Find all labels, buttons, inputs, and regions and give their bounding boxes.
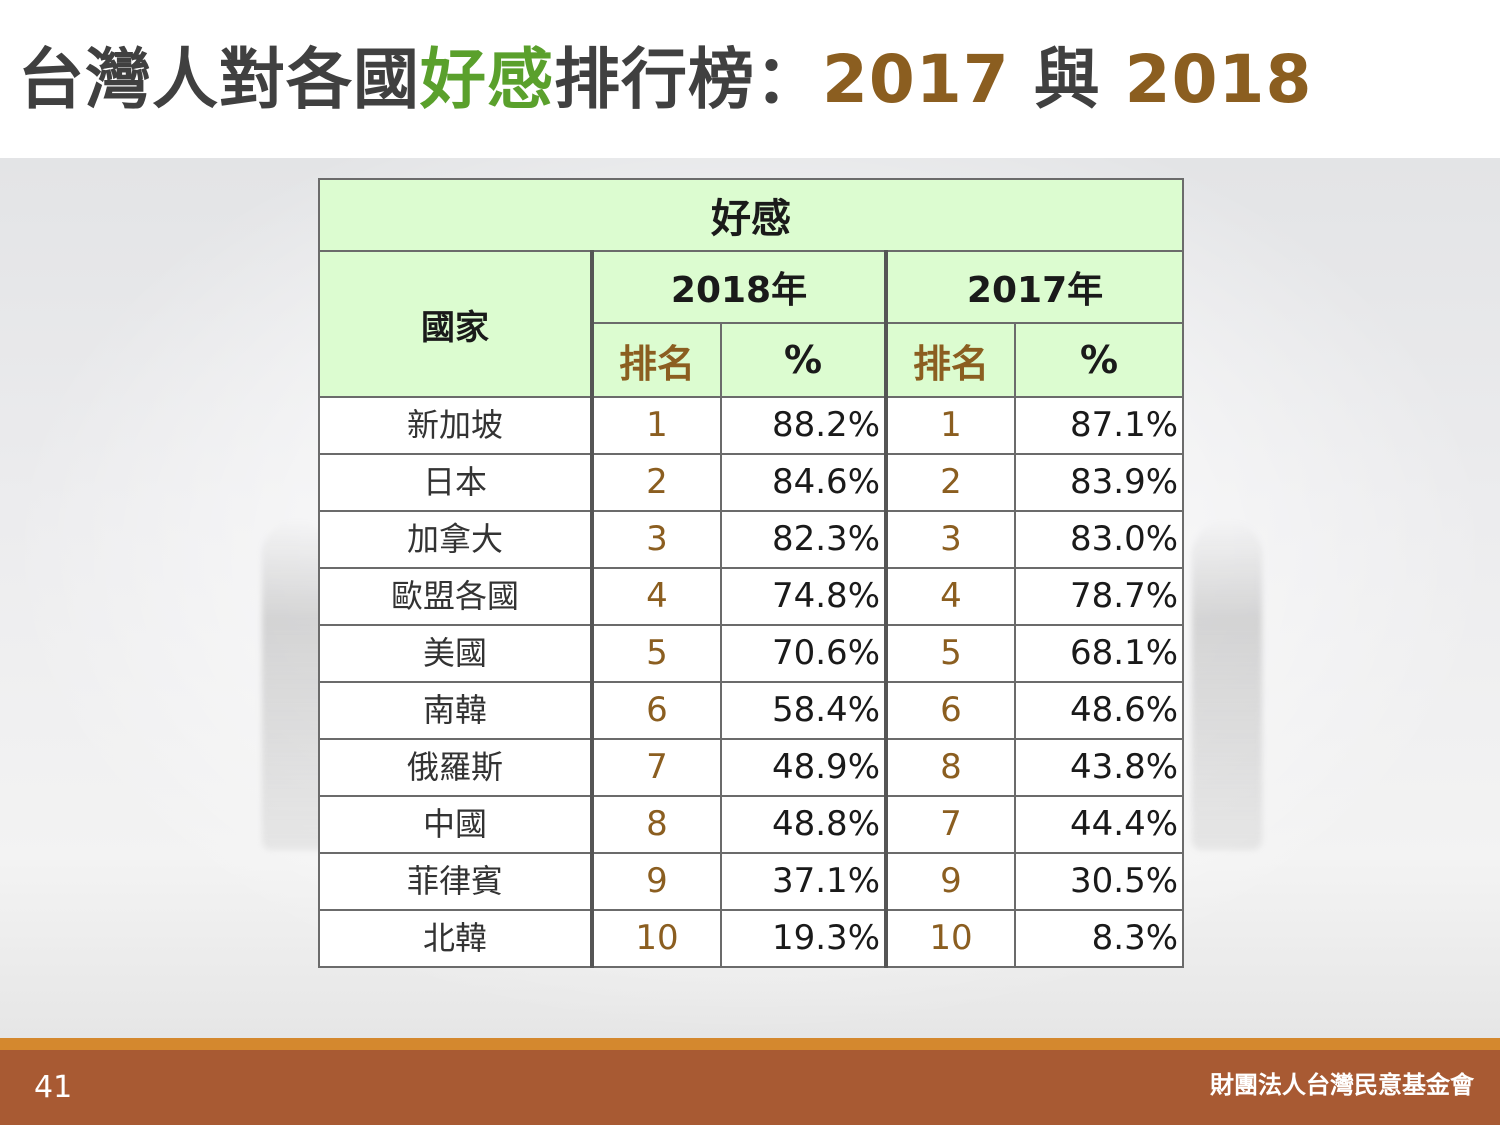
- slide-title: 台灣人對各國好感排行榜：2017 與 2018: [18, 30, 1312, 130]
- table-row: 北韓 10 19.3% 10 8.3%: [318, 909, 1185, 968]
- rank-2018-cell: 5: [590, 624, 722, 683]
- percent-2018-cell: 58.4%: [720, 681, 887, 740]
- page-number: 41: [34, 1070, 73, 1105]
- footer-bar: [0, 1050, 1500, 1125]
- table-row: 菲律賓 9 37.1% 9 30.5%: [318, 852, 1185, 911]
- percent-2018-header: %: [720, 322, 887, 398]
- percent-2017-cell: 78.7%: [1013, 567, 1185, 626]
- percent-2018-cell: 82.3%: [720, 510, 887, 569]
- country-cell: 菲律賓: [318, 852, 593, 911]
- country-cell: 北韓: [318, 909, 593, 968]
- title-year-2017: 2017: [822, 41, 1010, 118]
- favorability-ranking-table: 好感 國家 2018年 2017年 排名 % 排名 % 新加坡 1 88.2% …: [317, 178, 1185, 968]
- country-cell: 中國: [318, 795, 593, 854]
- background-figure-right: [1192, 520, 1262, 850]
- rank-2017-cell: 3: [884, 510, 1016, 569]
- year-2018-header: 2018年: [590, 250, 887, 324]
- country-cell: 美國: [318, 624, 593, 683]
- rank-2018-cell: 3: [590, 510, 722, 569]
- percent-2018-cell: 70.6%: [720, 624, 887, 683]
- year-2017-header: 2017年: [883, 250, 1185, 324]
- rank-2017-cell: 2: [884, 453, 1016, 512]
- rank-2017-cell: 1: [884, 396, 1016, 455]
- rank-2017-cell: 4: [884, 567, 1016, 626]
- table-row: 歐盟各國 4 74.8% 4 78.7%: [318, 567, 1185, 626]
- rank-2018-cell: 1: [590, 396, 722, 455]
- title-part-3: 排行榜：: [554, 41, 822, 118]
- percent-2018-cell: 19.3%: [720, 909, 887, 968]
- rank-2018-cell: 4: [590, 567, 722, 626]
- table-row: 新加坡 1 88.2% 1 87.1%: [318, 396, 1185, 455]
- rank-2017-cell: 8: [884, 738, 1016, 797]
- table-row: 俄羅斯 7 48.9% 8 43.8%: [318, 738, 1185, 797]
- rank-2017-header: 排名: [884, 322, 1016, 398]
- table-row: 中國 8 48.8% 7 44.4%: [318, 795, 1185, 854]
- country-cell: 歐盟各國: [318, 567, 593, 626]
- country-cell: 南韓: [318, 681, 593, 740]
- percent-2017-cell: 8.3%: [1013, 909, 1185, 968]
- rank-2017-cell: 10: [884, 909, 1016, 968]
- percent-2017-cell: 87.1%: [1013, 396, 1185, 455]
- rank-2018-header: 排名: [590, 322, 722, 398]
- percent-2018-cell: 84.6%: [720, 453, 887, 512]
- organization-name: 財團法人台灣民意基金會: [1210, 1071, 1474, 1099]
- percent-2017-header: %: [1013, 322, 1185, 398]
- rank-2018-cell: 6: [590, 681, 722, 740]
- title-part-1: 台灣人對各國: [18, 41, 420, 118]
- rank-2017-cell: 9: [884, 852, 1016, 911]
- percent-2017-cell: 83.0%: [1013, 510, 1185, 569]
- percent-2018-cell: 48.8%: [720, 795, 887, 854]
- country-cell: 俄羅斯: [318, 738, 593, 797]
- table-main-header: 好感: [317, 178, 1185, 252]
- percent-2018-cell: 74.8%: [720, 567, 887, 626]
- percent-2017-cell: 30.5%: [1013, 852, 1185, 911]
- percent-2018-cell: 88.2%: [720, 396, 887, 455]
- title-conjunction: 與: [1009, 41, 1125, 118]
- rank-2018-cell: 9: [590, 852, 722, 911]
- table-row: 加拿大 3 82.3% 3 83.0%: [318, 510, 1185, 569]
- percent-2018-cell: 48.9%: [720, 738, 887, 797]
- rank-2018-cell: 2: [590, 453, 722, 512]
- percent-2017-cell: 68.1%: [1013, 624, 1185, 683]
- rank-2018-cell: 7: [590, 738, 722, 797]
- title-bar: 台灣人對各國好感排行榜：2017 與 2018: [0, 0, 1500, 158]
- rank-2018-cell: 10: [590, 909, 722, 968]
- percent-2018-cell: 37.1%: [720, 852, 887, 911]
- country-column-header: 國家: [318, 250, 593, 398]
- rank-2017-cell: 7: [884, 795, 1016, 854]
- percent-2017-cell: 48.6%: [1013, 681, 1185, 740]
- rank-2017-cell: 6: [884, 681, 1016, 740]
- percent-2017-cell: 44.4%: [1013, 795, 1185, 854]
- percent-2017-cell: 83.9%: [1013, 453, 1185, 512]
- table-row: 日本 2 84.6% 2 83.9%: [318, 453, 1185, 512]
- rank-2018-cell: 8: [590, 795, 722, 854]
- country-cell: 日本: [318, 453, 593, 512]
- country-cell: 加拿大: [318, 510, 593, 569]
- table-row: 美國 5 70.6% 5 68.1%: [318, 624, 1185, 683]
- title-year-2018: 2018: [1124, 41, 1313, 118]
- footer-accent-stripe: [0, 1038, 1500, 1050]
- title-highlight-favorability: 好感: [420, 41, 554, 118]
- table-row: 南韓 6 58.4% 6 48.6%: [318, 681, 1185, 740]
- rank-2017-cell: 5: [884, 624, 1016, 683]
- percent-2017-cell: 43.8%: [1013, 738, 1185, 797]
- country-cell: 新加坡: [318, 396, 593, 455]
